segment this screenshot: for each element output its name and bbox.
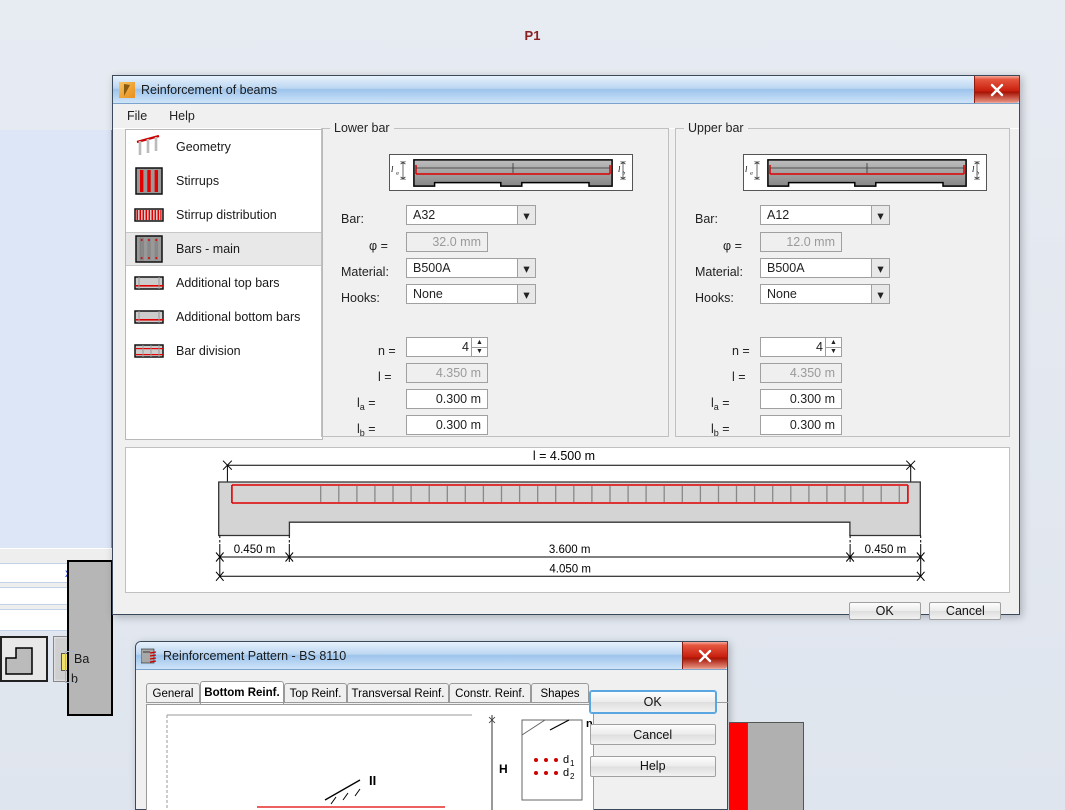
svg-text:l: l: [618, 164, 621, 174]
svg-text:1: 1: [570, 759, 575, 768]
svg-text:3.600 m: 3.600 m: [549, 544, 591, 556]
svg-text:0.450 m: 0.450 m: [865, 544, 907, 556]
svg-text:l: l: [391, 164, 394, 174]
svg-text:l: l: [745, 164, 748, 174]
svg-text:a: a: [750, 171, 753, 177]
svg-text:0.450 m: 0.450 m: [234, 544, 276, 556]
svg-text:d: d: [563, 754, 569, 766]
svg-text:4.050 m: 4.050 m: [549, 564, 591, 576]
svg-text:H: H: [499, 762, 508, 776]
svg-text:II: II: [369, 773, 376, 788]
svg-text:l = 4.500 m: l = 4.500 m: [533, 449, 595, 463]
svg-text:2: 2: [570, 772, 575, 781]
svg-text:d: d: [563, 767, 569, 779]
svg-text:a: a: [396, 171, 399, 177]
svg-text:l: l: [972, 164, 975, 174]
